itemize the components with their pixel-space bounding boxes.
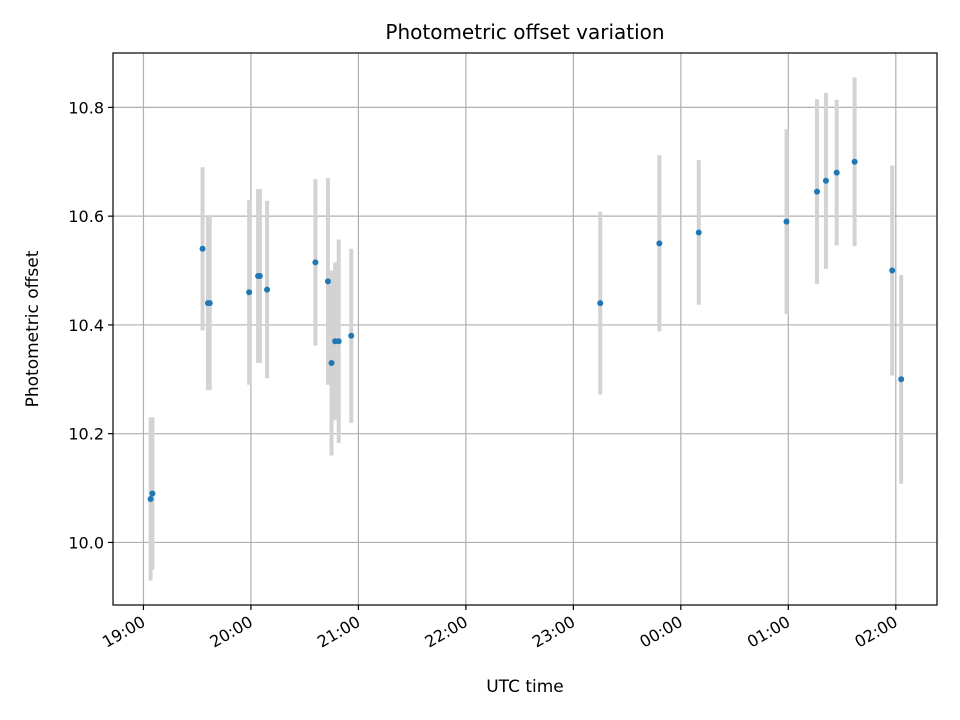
data-point [264,286,271,293]
data-point [813,188,820,195]
data-point [348,332,355,339]
data-point [328,359,335,366]
y-tick-label: 10.6 [68,207,104,226]
y-tick-label: 10.8 [68,98,104,117]
y-tick-label: 10.4 [68,316,104,335]
data-point [199,245,206,252]
data-point [147,495,154,502]
data-point [246,289,253,296]
data-point [256,272,263,279]
data-point [149,490,156,497]
data-point [695,229,702,236]
data-point [324,278,331,285]
y-axis-ticks: 10.0 10.2 10.4 10.6 10.8 [68,98,113,552]
x-axis-label: UTC time [486,677,564,697]
data-point [656,240,663,247]
data-point [889,267,896,274]
y-axis-label: Photometric offset [23,250,43,407]
data-point [851,158,858,165]
y-tick-label: 10.0 [68,533,104,552]
data-point [312,259,319,266]
chart-title: Photometric offset variation [385,20,664,44]
data-point [822,177,829,184]
data-point [783,218,790,225]
data-point [206,300,213,307]
y-tick-label: 10.2 [68,425,104,444]
data-points [147,158,905,502]
data-point [335,338,342,345]
plot-frame [112,52,938,606]
data-point [898,376,905,383]
data-point [597,300,604,307]
data-point [833,169,840,176]
